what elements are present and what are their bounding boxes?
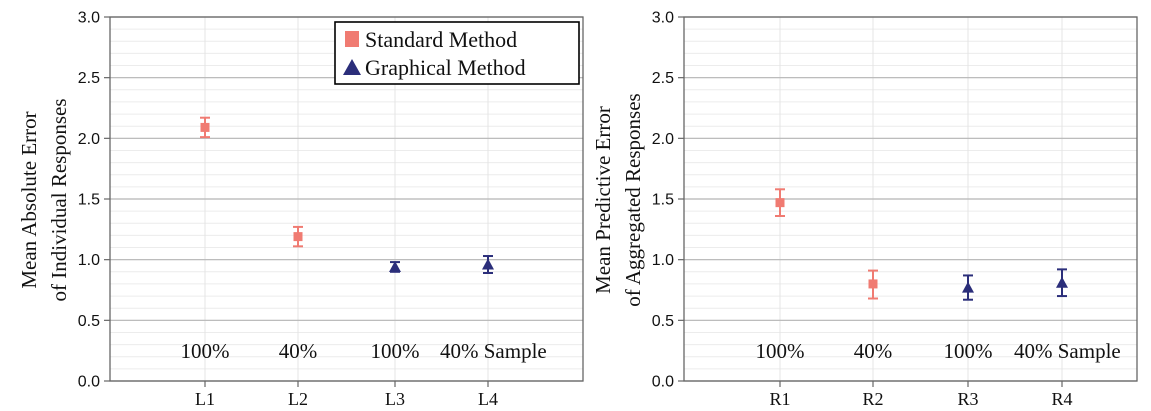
condition-label: 40% — [854, 339, 893, 363]
condition-label: 40% Sample — [440, 339, 547, 363]
data-point-triangle — [1056, 276, 1068, 288]
y-tick-label: 1.0 — [652, 252, 674, 269]
y-tick-label: 2.5 — [652, 70, 674, 87]
x-tick-label: R2 — [862, 389, 883, 409]
condition-label: 100% — [181, 339, 230, 363]
legend-marker-square — [345, 31, 359, 47]
condition-label: 40% Sample — [1014, 339, 1121, 363]
condition-label: 100% — [756, 339, 805, 363]
legend-label: Graphical Method — [365, 55, 526, 80]
legend-label: Standard Method — [365, 27, 517, 52]
plot-frame — [109, 16, 584, 382]
y-axis-label: Mean Absolute Error — [17, 111, 41, 288]
chart-right: 0.0 0.5 1.0 1.5 2.0 2.5 3.0 R1 R2 R3 R4 100% 40% 100%… — [591, 10, 1138, 409]
y-tick-label: 1.5 — [78, 192, 100, 209]
data-point-square — [868, 279, 878, 289]
y-tick-label: 1.5 — [652, 192, 674, 209]
x-tick-label: L1 — [195, 389, 215, 409]
x-tick-label: L2 — [288, 389, 308, 409]
legend-box — [334, 21, 580, 85]
y-tick-label: 3.0 — [78, 10, 100, 27]
data-point-square — [775, 198, 785, 208]
legend-marker-triangle — [343, 59, 361, 75]
x-tick-label: L4 — [478, 389, 498, 409]
data-point-triangle — [389, 260, 401, 272]
x-tick-label: R1 — [769, 389, 790, 409]
y-tick-label: 1.0 — [78, 252, 100, 269]
data-point-triangle — [962, 281, 974, 293]
y-tick-label: 3.0 — [652, 10, 674, 27]
y-tick-label: 0.0 — [652, 374, 674, 391]
data-point-square — [293, 232, 303, 242]
y-tick-label: 0.0 — [78, 374, 100, 391]
y-tick-label: 0.5 — [652, 313, 674, 330]
x-tick-label: L3 — [385, 389, 405, 409]
data-point-triangle — [482, 258, 494, 270]
condition-label: 100% — [371, 339, 420, 363]
plot-frame — [683, 16, 1138, 382]
data-point-square — [200, 122, 210, 132]
condition-label: 100% — [944, 339, 993, 363]
x-tick-label: R4 — [1051, 389, 1072, 409]
condition-label: 40% — [279, 339, 318, 363]
y-tick-label: 2.0 — [652, 131, 674, 148]
y-axis-label: Mean Predictive Error — [591, 106, 615, 294]
y-tick-label: 2.5 — [78, 70, 100, 87]
y-tick-label: 0.5 — [78, 313, 100, 330]
y-axis-label: of Aggregated Responses — [621, 93, 645, 306]
y-tick-label: 2.0 — [78, 131, 100, 148]
chart-left: 0.0 0.5 1.0 1.5 2.0 2.5 3.0 L1 L2 L3 L4 100% 40% 100%… — [17, 10, 584, 409]
y-axis-label: of Individual Responses — [47, 99, 71, 302]
x-tick-label: R3 — [957, 389, 978, 409]
